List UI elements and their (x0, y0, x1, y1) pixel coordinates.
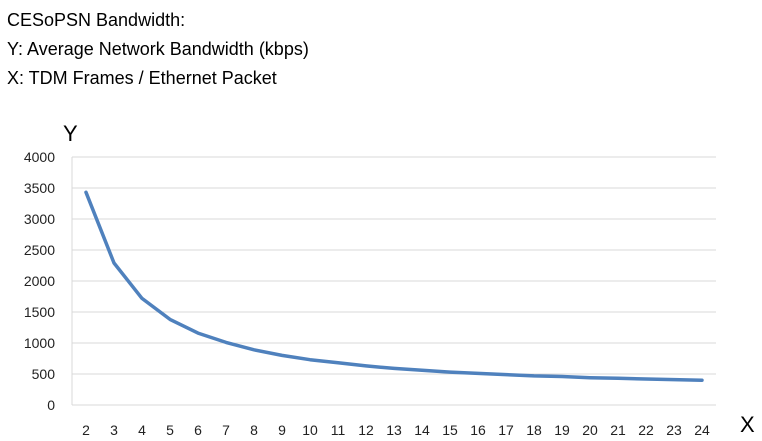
y-tick-label: 1000 (24, 335, 55, 351)
x-tick-label: 6 (194, 422, 202, 438)
x-tick-label: 13 (386, 422, 402, 438)
x-tick-label: 22 (638, 422, 654, 438)
x-tick-label: 7 (222, 422, 230, 438)
series-lines (84, 190, 704, 382)
y-tick-label: 3000 (24, 211, 55, 227)
x-tick-label: 19 (554, 422, 570, 438)
chart-header: CESoPSN Bandwidth: Y: Average Network Ba… (7, 6, 309, 93)
x-tick-label: 15 (442, 422, 458, 438)
y-tick-labels: 0 500 1000 1500 2000 2500 3000 3500 4000 (24, 149, 55, 413)
y-tick-label: 0 (47, 397, 55, 413)
x-tick-label: 3 (110, 422, 118, 438)
y-tick-label: 2500 (24, 242, 55, 258)
y-axis-description: Y: Average Network Bandwidth (kbps) (7, 39, 309, 59)
x-tick-label: 20 (582, 422, 598, 438)
x-tick-label: 10 (302, 422, 318, 438)
x-tick-label: 17 (498, 422, 514, 438)
y-tick-label: 3500 (24, 180, 55, 196)
x-tick-label: 9 (278, 422, 286, 438)
x-axis-description: X: TDM Frames / Ethernet Packet (7, 68, 277, 88)
x-tick-label: 8 (250, 422, 258, 438)
chart-title: CESoPSN Bandwidth: (7, 10, 186, 30)
x-tick-label: 23 (666, 422, 682, 438)
x-tick-label: 16 (470, 422, 486, 438)
x-tick-label: 4 (138, 422, 146, 438)
y-axis-label: Y (63, 121, 78, 146)
y-tick-label: 1500 (24, 304, 55, 320)
x-tick-label: 24 (694, 422, 710, 438)
y-tick-label: 500 (32, 366, 56, 382)
x-tick-label: 2 (82, 422, 90, 438)
x-tick-labels: 2 3 4 5 6 7 8 9 10 11 12 13 14 15 16 17 18 19 20 21 22 23 24 (82, 422, 710, 438)
x-axis-label: X (740, 412, 755, 437)
y-tick-label: 2000 (24, 273, 55, 289)
x-tick-label: 12 (358, 422, 374, 438)
x-tick-label: 14 (414, 422, 430, 438)
gridlines (71, 156, 716, 406)
x-tick-label: 18 (526, 422, 542, 438)
y-tick-label: 4000 (24, 149, 55, 165)
x-tick-label: 5 (166, 422, 174, 438)
x-tick-label: 21 (610, 422, 626, 438)
x-tick-label: 11 (331, 422, 346, 438)
series-line-0 (84, 190, 704, 382)
